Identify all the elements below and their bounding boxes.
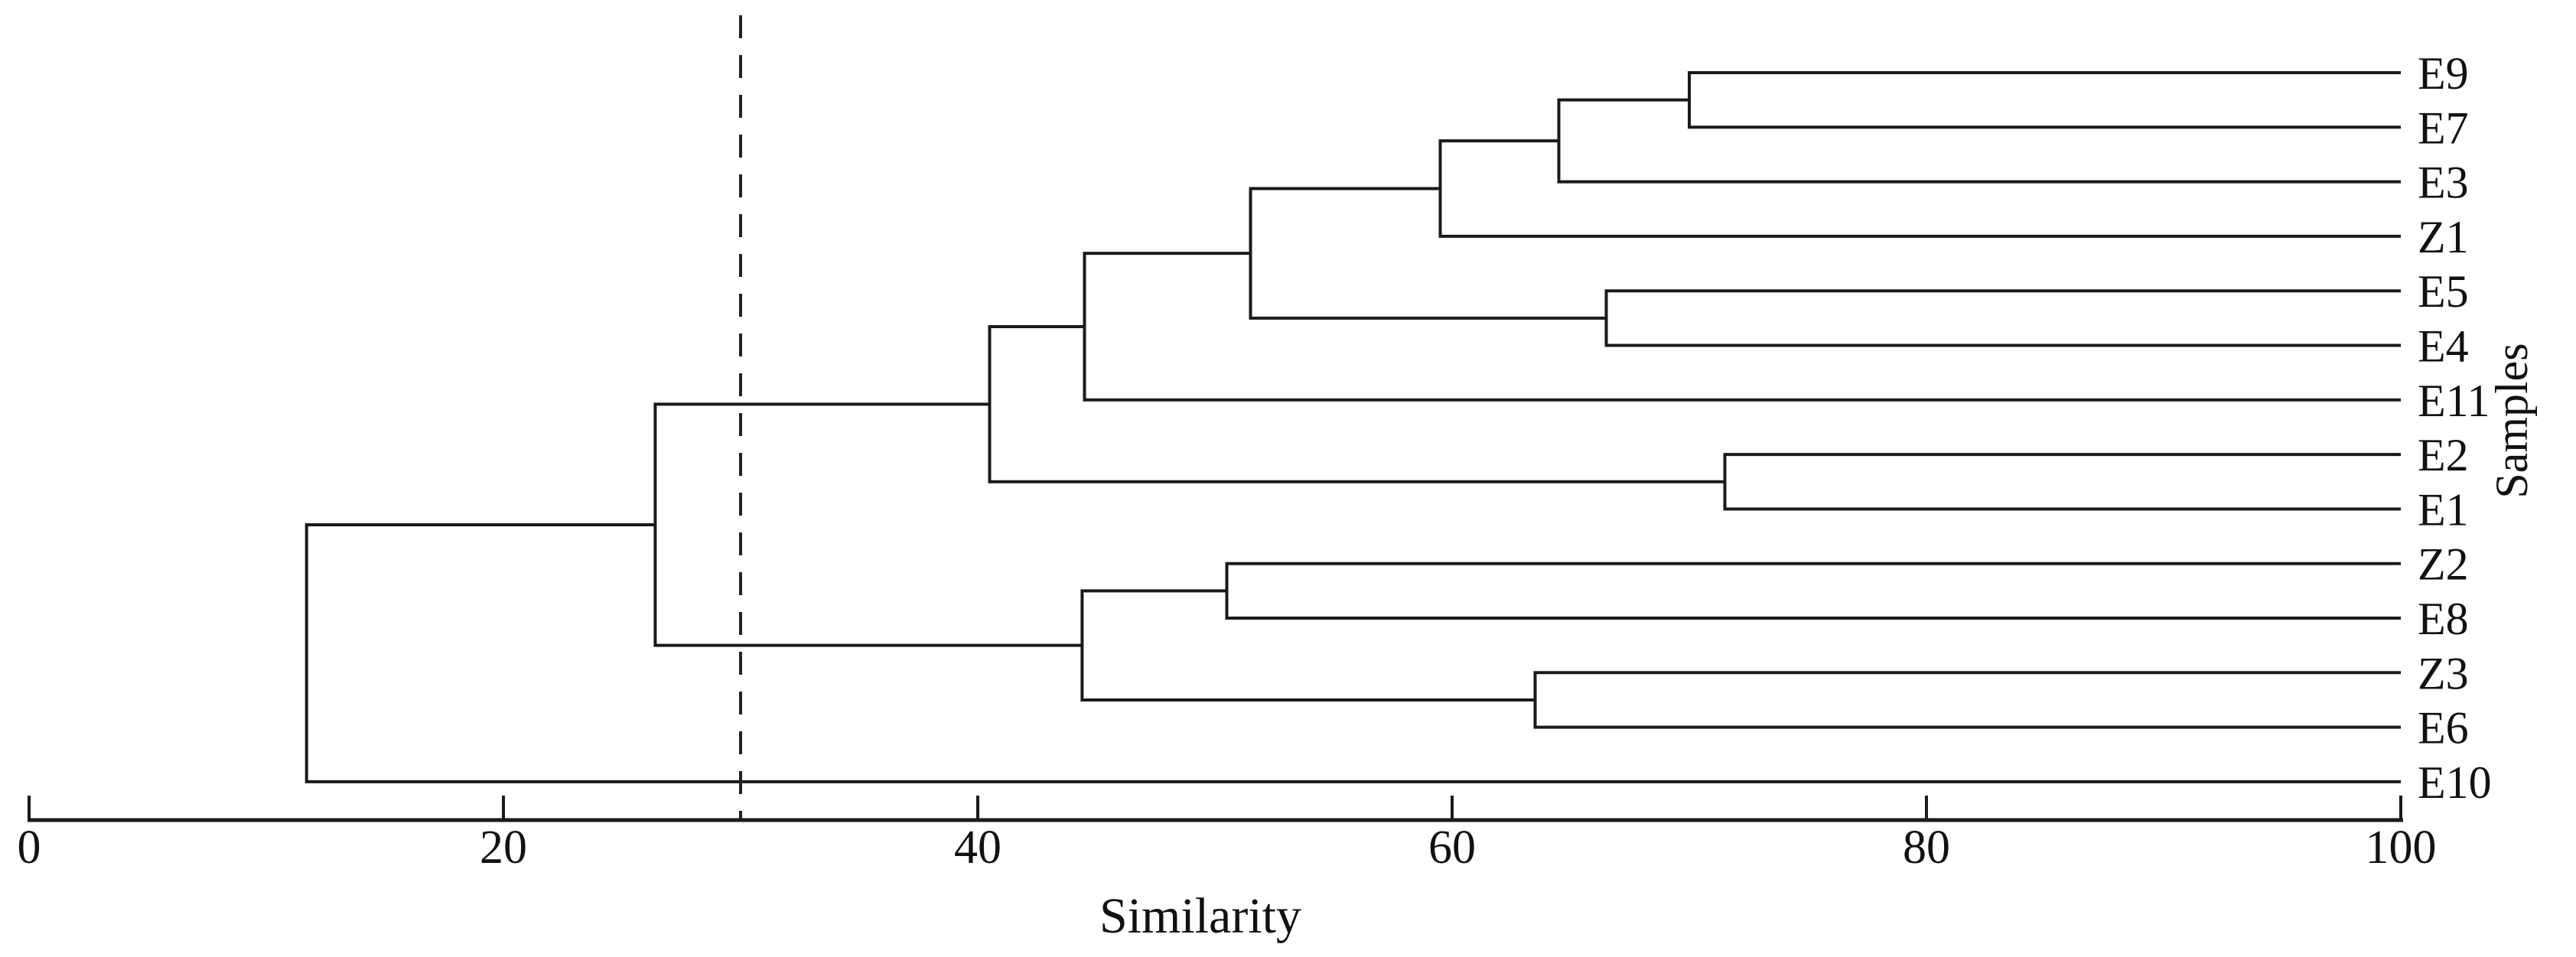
dendrogram-link [1225,562,2401,620]
leaf-label-E2: E2 [2418,430,2469,480]
x-tick-label-100: 100 [2366,822,2437,874]
leaf-label-E5: E5 [2418,266,2469,317]
y-axis-title: Samples [2486,343,2537,499]
dendrogram-link [1080,589,1536,701]
leaf-label-E9: E9 [2418,48,2469,99]
dendrogram-link [988,324,1725,483]
dendrogram-link [1688,71,2401,129]
leaf-label-E8: E8 [2418,594,2469,644]
x-tick-label-80: 80 [1903,822,1950,874]
leaf-label-Z3: Z3 [2418,648,2469,698]
dendrogram-link [1249,187,1607,320]
leaf-label-E10: E10 [2418,757,2492,808]
x-axis-title: Similarity [1099,888,1301,944]
dendrogram-link [653,402,1083,647]
leaf-label-E6: E6 [2418,703,2469,754]
dendrogram-link [1083,252,2401,402]
dendrogram-link [1604,289,2401,347]
leaf-label-E1: E1 [2418,484,2469,535]
x-tick-label-60: 60 [1428,822,1476,874]
leaf-label-Z2: Z2 [2418,539,2469,590]
leaf-label-Z1: Z1 [2418,212,2469,262]
leaf-label-E4: E4 [2418,321,2469,372]
leaf-label-E11: E11 [2418,376,2490,426]
dendrogram-link [1438,139,2401,238]
dendrogram-link [1533,671,2401,729]
x-tick-label-40: 40 [954,822,1001,874]
leaf-label-E7: E7 [2418,103,2469,153]
leaf-label-E3: E3 [2418,158,2469,208]
dendrogram-link [304,523,2401,783]
x-tick-label-20: 20 [480,822,527,874]
dendrogram-link [1723,453,2401,511]
dendrogram-link [1557,98,2401,184]
x-tick-label-0: 0 [18,822,41,874]
